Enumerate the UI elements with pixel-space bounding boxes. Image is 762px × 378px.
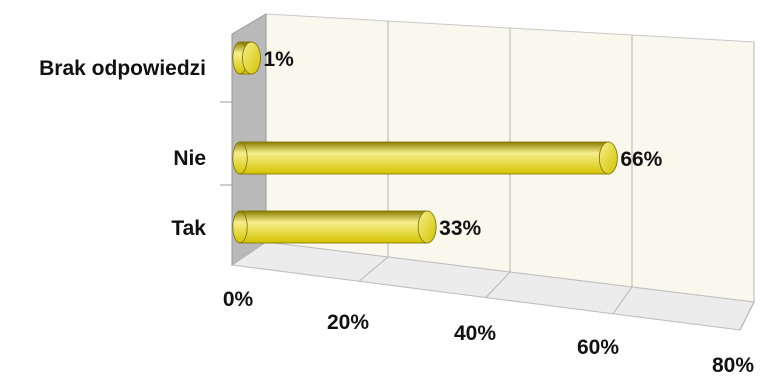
labels: Brak odpowiedzi 1% Nie 66% Tak 33% 0% 20% 40% 60%…	[39, 48, 754, 377]
data-label: 33%	[439, 217, 481, 240]
bar-start-cap	[232, 141, 248, 175]
data-label: 66%	[620, 148, 662, 171]
x-tick-label: 20%	[327, 311, 369, 334]
floor-gridline	[739, 301, 755, 331]
bar-tak	[232, 210, 437, 244]
category-label: Nie	[173, 147, 206, 170]
bar-start-cap	[232, 210, 248, 244]
category-label: Brak odpowiedzi	[39, 57, 206, 80]
floor-gridline	[612, 286, 633, 315]
bar-end-cap	[242, 41, 261, 75]
floor-gridline	[231, 241, 267, 266]
x-tick-label: 0%	[223, 288, 254, 311]
bar-nie	[232, 141, 618, 175]
x-tick-label: 80%	[712, 354, 754, 377]
bars	[232, 41, 618, 244]
floor-gridline	[358, 256, 389, 282]
bar-end-cap	[417, 210, 437, 244]
data-label: 1%	[263, 48, 294, 71]
bar-body	[239, 210, 428, 244]
x-tick-label: 60%	[577, 336, 619, 359]
gridlines	[220, 21, 755, 331]
x-tick-label: 40%	[454, 322, 496, 345]
bar-end-cap	[598, 141, 618, 175]
category-label: Tak	[171, 217, 206, 240]
bar-brak-odpowiedzi	[232, 41, 261, 75]
bar-body	[239, 141, 609, 175]
floor-gridline	[485, 271, 511, 298]
